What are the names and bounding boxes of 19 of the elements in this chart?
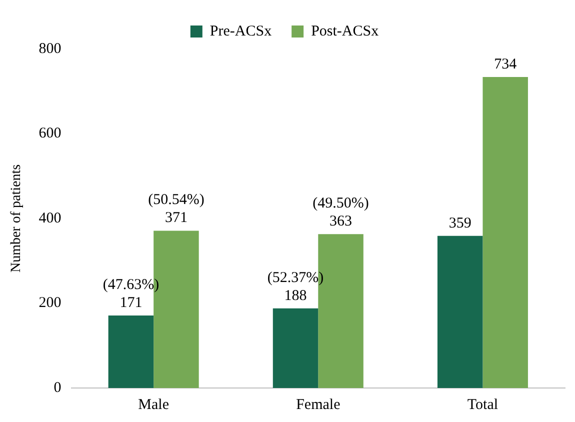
x-tick-label: Male	[138, 396, 170, 413]
y-tick-label: 400	[38, 210, 62, 226]
bar	[437, 236, 483, 388]
y-tick-label: 0	[54, 380, 62, 396]
data-label: (49.50%) 363	[312, 196, 369, 230]
data-label: 359	[448, 215, 472, 232]
data-label: 734	[494, 56, 518, 72]
data-label: (50.54%) 371	[148, 192, 204, 226]
x-tick-label: Total	[467, 396, 498, 413]
y-tick-label: 200	[38, 295, 62, 312]
y-axis-title: Number of patients	[9, 164, 24, 273]
x-tick-label: Female	[296, 396, 341, 413]
legend-label: Pre-ACSx	[210, 23, 272, 40]
legend-label: Post-ACSx	[311, 23, 380, 40]
bar	[272, 308, 318, 388]
bar	[108, 316, 154, 388]
bar	[482, 76, 528, 388]
y-tick-label: 600	[38, 126, 62, 142]
y-tick-label: 800	[38, 40, 62, 57]
